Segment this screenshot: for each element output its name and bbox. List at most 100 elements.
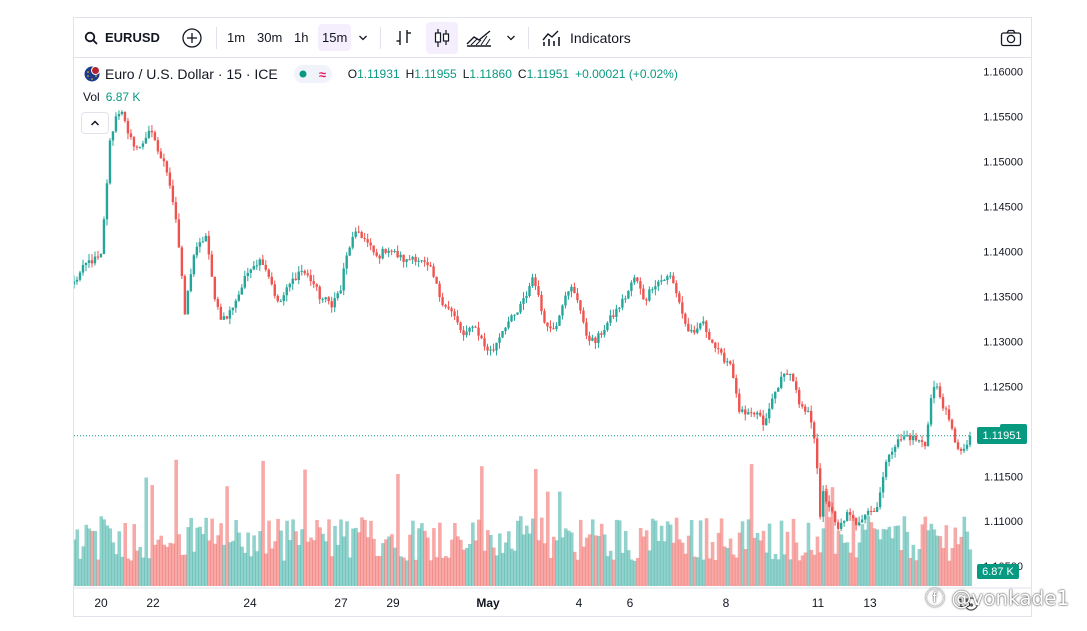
volume-bar xyxy=(327,519,331,586)
volume-bar xyxy=(803,552,808,586)
volume-bar xyxy=(812,554,817,586)
volume-bar xyxy=(294,531,298,586)
candle-body xyxy=(513,314,516,316)
candle-body xyxy=(246,272,250,277)
candle-body xyxy=(651,289,654,291)
volume-bar xyxy=(680,542,685,586)
volume-bar xyxy=(420,523,424,586)
candle-body xyxy=(309,275,312,282)
candle-body xyxy=(672,275,675,284)
compare-symbol-button[interactable] xyxy=(181,18,203,57)
area-style-button[interactable] xyxy=(466,18,492,57)
candle-body xyxy=(771,398,774,409)
market-status-pill[interactable]: ≈ xyxy=(293,65,332,83)
timeframe-30m[interactable]: 30m xyxy=(257,18,282,57)
bars-style-button[interactable] xyxy=(395,18,413,57)
volume-bar xyxy=(96,559,101,586)
candle-body xyxy=(857,522,861,526)
volume-bar xyxy=(495,555,499,586)
timeframe-1h[interactable]: 1h xyxy=(294,18,308,57)
volume-bar xyxy=(189,517,193,586)
volume-bar xyxy=(465,547,469,586)
volume-bar xyxy=(662,541,667,586)
candle-body xyxy=(792,374,795,382)
candle-body xyxy=(531,277,534,287)
volume-bar xyxy=(81,546,86,586)
candle-body xyxy=(926,424,930,447)
timeframe-15m[interactable]: 15m xyxy=(318,18,352,57)
candles-style-button[interactable] xyxy=(426,18,458,57)
indicators-button[interactable]: Indicators xyxy=(541,18,631,57)
screenshot-button[interactable] xyxy=(1000,18,1022,57)
volume-bar xyxy=(411,520,415,586)
volume-bar xyxy=(74,539,77,586)
candle-body xyxy=(564,295,567,306)
volume-bar xyxy=(911,544,916,586)
timeframe-dropdown[interactable] xyxy=(358,18,368,57)
volume-bar xyxy=(953,527,958,586)
candle-body xyxy=(732,363,735,378)
candle-body xyxy=(711,339,714,343)
volume-bar xyxy=(498,533,502,586)
candle-body xyxy=(675,283,678,294)
candle-body xyxy=(627,290,630,299)
volume-bar xyxy=(752,537,757,586)
timeframe-1m[interactable]: 1m xyxy=(227,18,245,57)
volume-bar xyxy=(489,534,493,586)
candle-body xyxy=(818,468,822,517)
symbol-search-button[interactable]: EURUSD xyxy=(84,18,160,57)
volume-bar xyxy=(384,539,388,586)
candle-body xyxy=(597,333,600,344)
volume-bar xyxy=(788,559,793,586)
volume-bar xyxy=(273,541,277,586)
volume-bar xyxy=(147,558,152,586)
collapse-legend-button[interactable] xyxy=(81,112,109,134)
candle-body xyxy=(516,312,519,315)
candle-body xyxy=(678,293,681,303)
volume-bar xyxy=(782,554,787,586)
volume-bar xyxy=(129,560,134,586)
volume-bar xyxy=(486,530,490,586)
volume-bar xyxy=(162,544,166,586)
reset-chart-button[interactable] xyxy=(962,595,980,618)
candle-body xyxy=(74,281,76,285)
low-label: L xyxy=(462,67,470,81)
candle-body xyxy=(399,254,402,258)
candle-body xyxy=(474,326,477,328)
candle-body xyxy=(96,256,100,258)
chart-canvas[interactable]: 1.16000 1.15500 1.15000 1.14500 1.14000 1.135… xyxy=(74,18,1031,616)
candle-body xyxy=(833,511,837,523)
y-tick-label: 1.15000 xyxy=(983,156,1023,168)
volume-bar xyxy=(447,557,451,586)
volume-bar xyxy=(75,529,80,586)
volume-bar xyxy=(84,524,89,586)
candle-body xyxy=(402,254,405,262)
candle-body xyxy=(396,250,399,258)
volume-bar xyxy=(300,529,304,586)
volume-bar xyxy=(896,525,901,586)
candle-body xyxy=(789,374,792,376)
candle-body xyxy=(180,247,184,277)
candle-body xyxy=(468,327,471,332)
time-axis[interactable]: 20 22 24 27 29 May 4 6 8 11 13 15 xyxy=(74,587,1031,610)
candle-body xyxy=(93,256,97,264)
candle-body xyxy=(141,143,145,147)
volume-bar xyxy=(111,542,116,586)
volume-bar xyxy=(800,555,805,586)
candle-body xyxy=(573,286,576,294)
candle-body xyxy=(806,410,810,412)
volume-bar xyxy=(557,491,562,586)
candle-body xyxy=(453,311,456,317)
top-toolbar: EURUSD 1m 30m 1h 15m xyxy=(74,18,1031,58)
candle-body xyxy=(579,300,582,311)
volume-bar xyxy=(141,557,146,586)
volume-bar xyxy=(857,542,862,586)
price-axis[interactable]: 1.16000 1.15500 1.15000 1.14500 1.14000 1.135… xyxy=(983,66,1023,573)
candle-body xyxy=(543,311,546,323)
candle-body xyxy=(738,393,741,412)
volume-bar xyxy=(477,519,481,586)
volume-bar xyxy=(408,534,412,586)
chart-type-dropdown[interactable] xyxy=(506,18,516,57)
candle-body xyxy=(561,305,564,316)
x-tick-label: 22 xyxy=(146,596,160,610)
